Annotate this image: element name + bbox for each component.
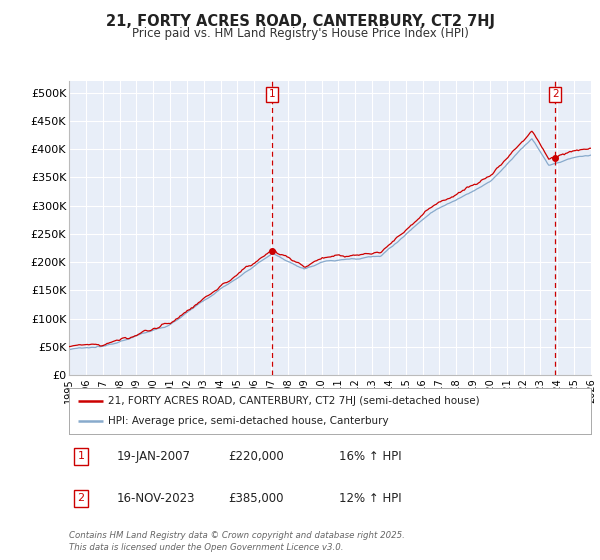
Text: 2: 2 xyxy=(552,90,559,100)
Text: 12% ↑ HPI: 12% ↑ HPI xyxy=(339,492,401,505)
Text: £220,000: £220,000 xyxy=(228,450,284,463)
Text: HPI: Average price, semi-detached house, Canterbury: HPI: Average price, semi-detached house,… xyxy=(108,416,389,426)
Text: 16-NOV-2023: 16-NOV-2023 xyxy=(117,492,196,505)
Text: Contains HM Land Registry data © Crown copyright and database right 2025.
This d: Contains HM Land Registry data © Crown c… xyxy=(69,531,405,552)
Text: 19-JAN-2007: 19-JAN-2007 xyxy=(117,450,191,463)
Text: 21, FORTY ACRES ROAD, CANTERBURY, CT2 7HJ: 21, FORTY ACRES ROAD, CANTERBURY, CT2 7H… xyxy=(106,14,494,29)
Text: 1: 1 xyxy=(269,90,275,100)
Text: £385,000: £385,000 xyxy=(228,492,284,505)
Text: 16% ↑ HPI: 16% ↑ HPI xyxy=(339,450,401,463)
Text: Price paid vs. HM Land Registry's House Price Index (HPI): Price paid vs. HM Land Registry's House … xyxy=(131,27,469,40)
Text: 21, FORTY ACRES ROAD, CANTERBURY, CT2 7HJ (semi-detached house): 21, FORTY ACRES ROAD, CANTERBURY, CT2 7H… xyxy=(108,395,480,405)
Text: 1: 1 xyxy=(77,451,85,461)
Text: 2: 2 xyxy=(77,493,85,503)
